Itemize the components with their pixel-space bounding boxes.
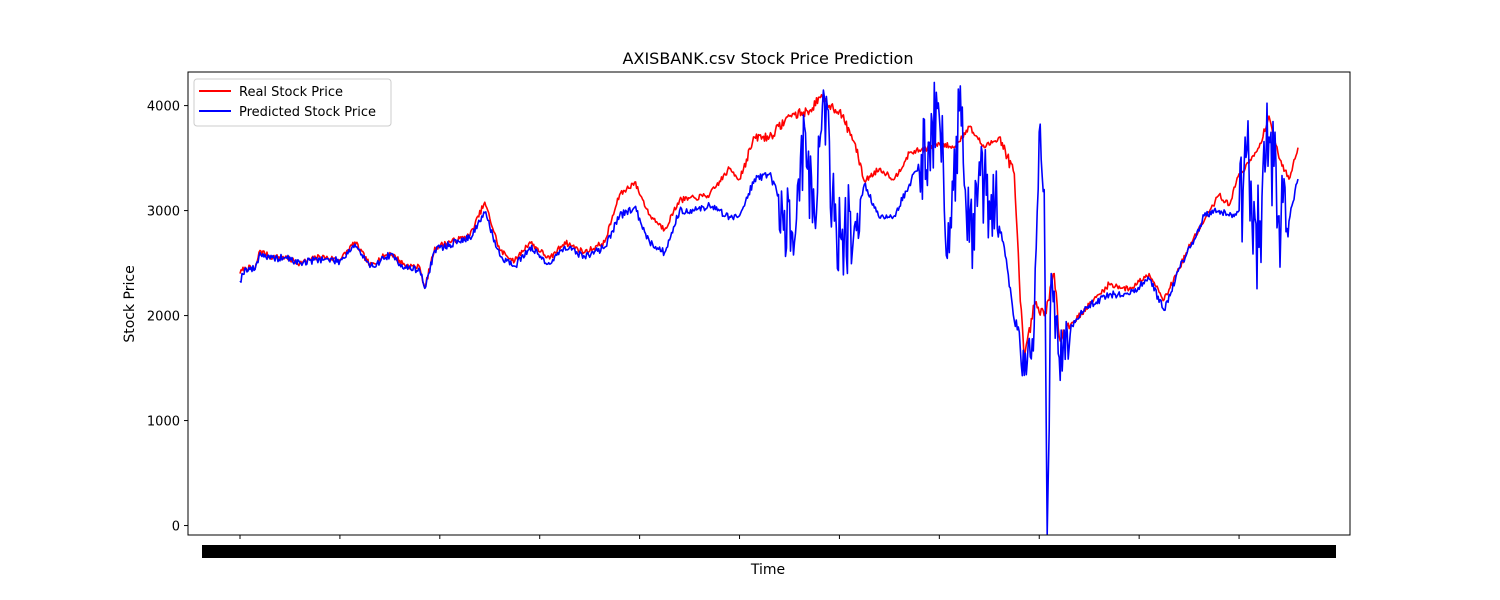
x-axis-title: Time bbox=[750, 562, 785, 578]
legend-label-real: Real Stock Price bbox=[239, 85, 343, 100]
y-tick-label: 2000 bbox=[147, 310, 180, 325]
plot-frame bbox=[187, 71, 1351, 536]
series-line-predicted bbox=[239, 81, 1299, 535]
y-tick-label: 4000 bbox=[147, 100, 180, 115]
x-tick-label-band bbox=[202, 545, 1336, 558]
y-axis-title: Stock Price bbox=[122, 265, 138, 342]
y-tick-label: 0 bbox=[172, 520, 180, 535]
legend: Real Stock Price Predicted Stock Price bbox=[193, 78, 392, 127]
legend-label-predicted: Predicted Stock Price bbox=[239, 105, 376, 120]
plot-area bbox=[239, 81, 1299, 535]
y-tick-label: 3000 bbox=[147, 205, 180, 220]
x-axis-ticks bbox=[202, 535, 1336, 558]
y-axis-ticks: 0 1000 2000 3000 4000 bbox=[147, 100, 188, 535]
y-tick-label: 1000 bbox=[147, 415, 180, 430]
series-line-real bbox=[239, 94, 1299, 363]
legend-box bbox=[193, 78, 392, 127]
chart-title: AXISBANK.csv Stock Price Prediction bbox=[623, 49, 914, 68]
